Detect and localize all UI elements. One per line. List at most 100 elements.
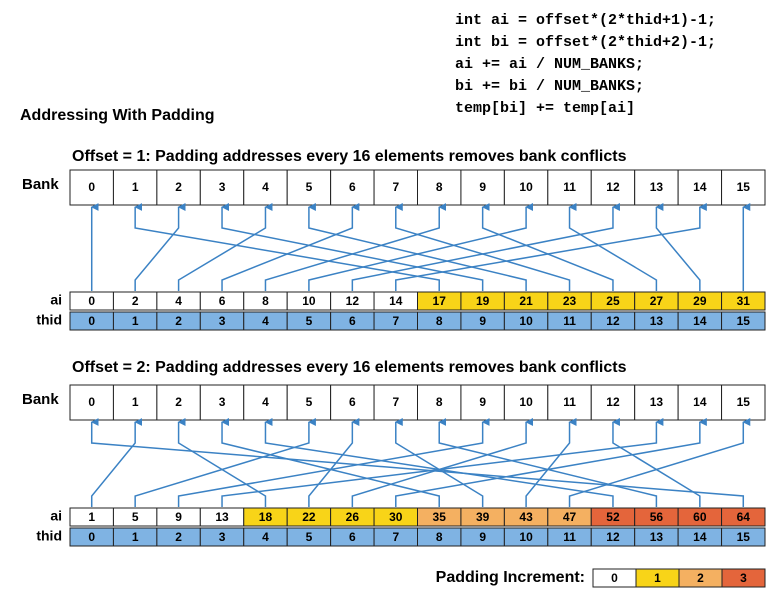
ai-label: ai xyxy=(50,508,62,524)
thid-value: 12 xyxy=(606,314,620,328)
bank-number: 13 xyxy=(650,395,664,409)
ai-label: ai xyxy=(50,292,62,308)
thid-value: 6 xyxy=(349,314,356,328)
bank-number: 4 xyxy=(262,180,269,194)
ai-value: 52 xyxy=(606,510,620,524)
heading: Addressing With Padding xyxy=(20,107,215,124)
ai-value: 39 xyxy=(476,510,490,524)
arrow xyxy=(177,418,490,507)
ai-value: 27 xyxy=(650,294,664,308)
bank-cell xyxy=(286,384,332,421)
ai-value: 22 xyxy=(302,510,316,524)
thid-value: 4 xyxy=(262,530,269,544)
thid-value: 11 xyxy=(563,314,576,328)
arrow xyxy=(177,418,267,507)
arrow xyxy=(308,418,360,507)
thid-value: 1 xyxy=(132,314,139,328)
bank-cell xyxy=(199,384,245,421)
ai-value: 9 xyxy=(175,510,182,524)
bank-number: 1 xyxy=(132,395,139,409)
thid-value: 6 xyxy=(349,530,356,544)
bank-cell xyxy=(460,384,505,421)
ai-value: 25 xyxy=(606,294,620,308)
ai-value: 56 xyxy=(650,510,664,524)
ai-value: 4 xyxy=(175,294,182,308)
bank-cell xyxy=(503,384,549,421)
ai-value: 12 xyxy=(346,294,360,308)
ai-value: 8 xyxy=(262,294,269,308)
bank-number: 13 xyxy=(650,180,664,194)
ai-value: 60 xyxy=(693,510,707,524)
legend-label: 1 xyxy=(654,571,661,585)
bank-number: 6 xyxy=(349,180,356,194)
thid-label: thid xyxy=(36,312,62,328)
bank-cell xyxy=(721,384,766,421)
thid-value: 14 xyxy=(693,530,707,544)
bank-cell xyxy=(460,169,505,206)
bank-number: 11 xyxy=(563,180,576,194)
bank-number: 2 xyxy=(175,395,182,409)
arrow xyxy=(481,203,614,291)
thid-value: 7 xyxy=(392,530,399,544)
arrow xyxy=(90,418,143,507)
bank-number: 11 xyxy=(563,395,576,409)
bank-cell xyxy=(69,169,114,206)
bank-number: 12 xyxy=(606,395,620,409)
ai-value: 29 xyxy=(693,294,707,308)
thid-value: 13 xyxy=(650,530,664,544)
legend-label: 3 xyxy=(740,571,747,585)
thid-value: 13 xyxy=(650,314,664,328)
ai-value: 18 xyxy=(259,510,273,524)
section-title: Offset = 2: Padding addresses every 16 e… xyxy=(72,359,627,376)
bank-number: 7 xyxy=(392,395,399,409)
ai-value: 17 xyxy=(433,294,447,308)
bank-number: 2 xyxy=(175,180,182,194)
bank-cell xyxy=(69,384,114,421)
thid-value: 0 xyxy=(88,530,95,544)
arrow xyxy=(307,203,527,291)
code-line: temp[bi] += temp[ai] xyxy=(455,100,635,117)
thid-value: 11 xyxy=(563,530,576,544)
bank-number: 5 xyxy=(306,180,313,194)
ai-value: 14 xyxy=(389,294,403,308)
ai-value: 64 xyxy=(737,510,751,524)
legend-title: Padding Increment: xyxy=(436,569,585,586)
legend-label: 2 xyxy=(697,571,704,585)
thid-value: 0 xyxy=(88,314,95,328)
code-line: int bi = offset*(2*thid+2)-1; xyxy=(455,34,716,51)
arrow xyxy=(134,203,440,291)
bank-number: 9 xyxy=(479,180,486,194)
arrow xyxy=(655,203,701,291)
arrow xyxy=(221,203,484,291)
section-title: Offset = 1: Padding addresses every 16 e… xyxy=(72,148,627,165)
thid-cell xyxy=(721,311,766,331)
ai-value: 43 xyxy=(519,510,533,524)
arrow xyxy=(90,418,745,507)
legend-label: 0 xyxy=(611,571,618,585)
bank-cell xyxy=(634,384,679,421)
arrow xyxy=(394,203,571,291)
arrow xyxy=(221,418,440,507)
ai-value: 1 xyxy=(88,510,95,524)
thid-value: 1 xyxy=(132,530,139,544)
bank-number: 1 xyxy=(132,180,139,194)
ai-value: 6 xyxy=(219,294,226,308)
bank-cell xyxy=(634,169,679,206)
legend-swatch xyxy=(721,568,766,588)
bank-number: 15 xyxy=(737,395,751,409)
bank-label: Bank xyxy=(22,391,59,408)
bank-cell xyxy=(721,169,766,206)
thid-value: 12 xyxy=(606,530,620,544)
thid-value: 15 xyxy=(737,530,751,544)
thid-value: 9 xyxy=(479,530,486,544)
arrow xyxy=(525,418,577,507)
thid-value: 5 xyxy=(306,314,313,328)
bank-number: 9 xyxy=(479,395,486,409)
ai-value: 23 xyxy=(563,294,577,308)
bank-number: 15 xyxy=(737,180,751,194)
bank-number: 10 xyxy=(519,395,533,409)
thid-value: 2 xyxy=(175,530,182,544)
ai-value: 2 xyxy=(132,294,139,308)
ai-value: 10 xyxy=(302,294,316,308)
